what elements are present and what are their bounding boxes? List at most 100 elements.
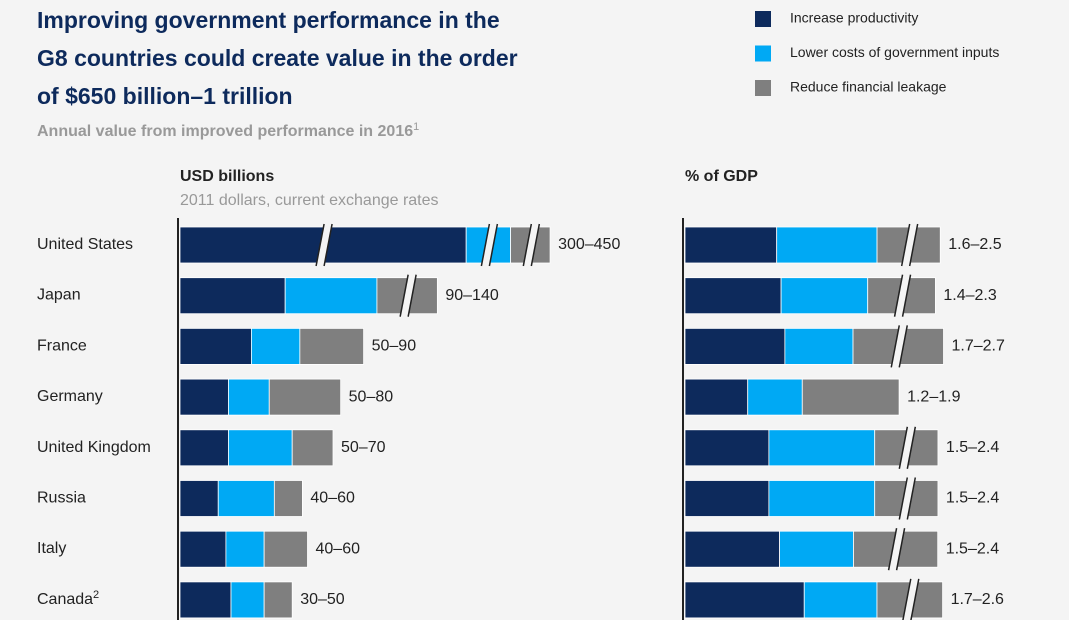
bar-segment (273, 480, 303, 517)
bar-segment (179, 429, 229, 467)
bar-segment (263, 530, 308, 568)
axis-break (890, 325, 900, 368)
category-text: Germany (37, 388, 103, 405)
axis-break (407, 274, 417, 317)
legend-swatch (755, 45, 771, 62)
bar-segment (291, 429, 334, 467)
category-label: United Kingdom (37, 439, 151, 456)
axis-break (400, 274, 417, 317)
subtitle: Annual value from improved performance i… (37, 121, 419, 140)
category-label: Canada2 (37, 589, 99, 608)
bar-segment (299, 327, 365, 365)
total-label: 50–70 (341, 439, 386, 456)
axis-break (315, 223, 325, 267)
axis-break (898, 477, 909, 520)
bar-segment (684, 429, 770, 467)
bar-segment (684, 277, 782, 315)
total-label: 1.5–2.4 (946, 490, 999, 507)
category-label: France (37, 338, 87, 355)
total-label: 50–90 (372, 338, 417, 355)
bar-segment (801, 378, 900, 416)
legend-label: Increase productivity (790, 10, 918, 26)
axis-break (898, 426, 909, 469)
axis-break (522, 223, 533, 267)
bar-segment (179, 327, 252, 365)
bar-segment (179, 480, 219, 517)
bar-segment (250, 327, 301, 365)
bar-segment (784, 327, 854, 365)
bar-segment (230, 581, 265, 619)
bar-segment (284, 277, 378, 315)
category-label: Germany (37, 388, 103, 405)
category-label: Russia (37, 490, 86, 507)
axis-break (888, 528, 905, 571)
bar-segment (179, 277, 286, 315)
panel-title: USD billions (180, 168, 274, 185)
axis-break (323, 223, 333, 267)
total-label: 40–60 (316, 540, 361, 557)
category-label: United States (37, 236, 133, 253)
axis-break (480, 223, 491, 267)
total-label: 30–50 (300, 591, 345, 608)
axis-break (900, 223, 911, 267)
subtitle-text: Annual value from improved performance i… (37, 123, 413, 140)
legend-swatch (755, 11, 771, 27)
bar-segment (803, 581, 878, 619)
axis-break (316, 224, 333, 266)
axis-break (899, 477, 916, 520)
bar-segment (268, 378, 342, 416)
total-label: 90–140 (445, 287, 498, 304)
axis-break (895, 528, 906, 571)
bar-segment (684, 480, 770, 517)
bar-segment (684, 226, 778, 264)
footnote-marker: 2 (93, 589, 99, 601)
bar-segment (684, 327, 786, 365)
axis-break (481, 224, 498, 266)
bar-segment (684, 530, 781, 568)
total-label: 40–60 (310, 490, 355, 507)
axis-break (893, 274, 904, 317)
bar-segment (768, 429, 876, 467)
category-text: United Kingdom (37, 439, 151, 456)
panel-title: % of GDP (685, 168, 758, 185)
total-label: 1.4–2.3 (943, 287, 996, 304)
axis-break (901, 224, 918, 266)
title-line: G8 countries could create value in the o… (37, 45, 518, 71)
total-label: 1.7–2.6 (951, 591, 1004, 608)
category-text: Canada (37, 591, 93, 608)
total-label: 1.6–2.5 (948, 236, 1001, 253)
bar-segment (684, 378, 749, 416)
bar-segment (684, 581, 805, 619)
bar-segment (179, 530, 227, 568)
bar-segment (780, 277, 869, 315)
axis-break (910, 578, 920, 620)
axis-break (908, 223, 919, 267)
category-label: Italy (37, 540, 66, 557)
category-label: Japan (37, 287, 81, 304)
category-text: Italy (37, 540, 66, 557)
bar-segment (768, 480, 876, 517)
axis-break (898, 325, 908, 368)
category-text: United States (37, 236, 133, 253)
legend-swatch (755, 80, 771, 96)
total-label: 1.7–2.7 (952, 338, 1005, 355)
axis-break (906, 477, 917, 520)
axis-break (488, 223, 499, 267)
axis-break (902, 578, 919, 620)
total-label: 50–80 (349, 388, 394, 405)
legend-label: Reduce financial leakage (790, 79, 947, 95)
total-label: 1.5–2.4 (946, 540, 999, 557)
axis-break (530, 223, 541, 267)
total-label: 300–450 (558, 236, 620, 253)
bar-segment (228, 378, 270, 416)
bar-segment (228, 429, 293, 467)
bar-segment (779, 530, 854, 568)
axis-break (902, 578, 912, 620)
bar-segment (179, 378, 229, 416)
bar-segment (263, 581, 293, 619)
title-line: of $650 billion–1 trillion (37, 83, 293, 109)
footnote-marker: 1 (413, 121, 419, 133)
bar-segment (747, 378, 803, 416)
bar-segment (179, 581, 232, 619)
